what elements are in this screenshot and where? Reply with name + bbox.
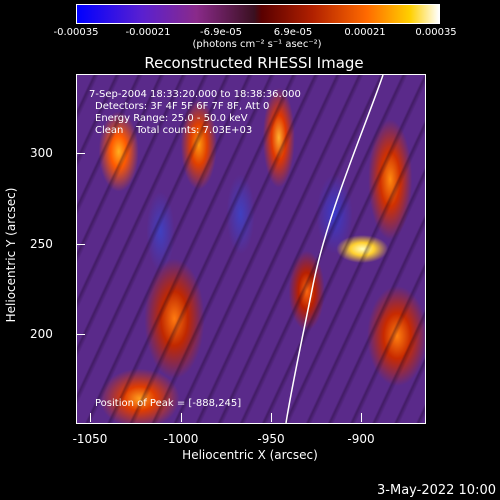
colorbar-tick: 0.00035 xyxy=(415,27,457,38)
y-tick-label: 200 xyxy=(30,327,53,341)
colorbar-tick: -0.00035 xyxy=(53,27,99,38)
x-tick-label: -900 xyxy=(347,432,375,446)
date-stamp: 3-May-2022 10:00 xyxy=(377,483,496,498)
rhessi-image: 7-Sep-2004 18:33:20.000 to 18:38:36.000 … xyxy=(76,74,426,424)
y-tickmark xyxy=(76,334,85,335)
colorbar-tick: -6.9e-05 xyxy=(200,27,242,38)
x-tickmark xyxy=(361,413,362,422)
colorbar xyxy=(76,4,440,24)
x-tickmark xyxy=(271,413,272,422)
info-energy-range: Energy Range: 25.0 - 50.0 keV xyxy=(95,113,248,124)
x-tickmark xyxy=(90,413,91,422)
colorbar-tick: -0.00021 xyxy=(125,27,171,38)
y-tickmark xyxy=(76,153,85,154)
x-tick-label: -950 xyxy=(257,432,285,446)
y-axis-label: Heliocentric Y (arcsec) xyxy=(4,188,18,323)
y-tick-label: 250 xyxy=(30,237,53,251)
solar-limb-line xyxy=(285,75,384,423)
image-texture xyxy=(77,75,425,423)
info-detectors: Detectors: 3F 4F 5F 6F 7F 8F, Att 0 xyxy=(95,101,270,112)
x-tick-label: -1050 xyxy=(72,432,108,446)
colorbar-unit-label: (photons cm⁻² s⁻¹ asec⁻²) xyxy=(192,39,322,50)
y-axis-label-text: Heliocentric Y (arcsec) xyxy=(4,187,18,323)
info-peak-position: Position of Peak = [-888,245] xyxy=(95,398,242,409)
x-axis-label: Heliocentric X (arcsec) xyxy=(182,448,318,462)
info-clean-counts: Clean Total counts: 7.03E+03 xyxy=(95,125,253,136)
y-tickmark xyxy=(76,244,85,245)
x-tick-label: -1000 xyxy=(163,432,199,446)
plot-title: Reconstructed RHESSI Image xyxy=(144,54,364,72)
colorbar-tick: 6.9e-05 xyxy=(273,27,313,38)
y-tick-label: 300 xyxy=(30,146,53,160)
x-tickmark xyxy=(181,413,182,422)
info-time-range: 7-Sep-2004 18:33:20.000 to 18:38:36.000 xyxy=(89,89,301,100)
colorbar-tick: 0.00021 xyxy=(344,27,386,38)
